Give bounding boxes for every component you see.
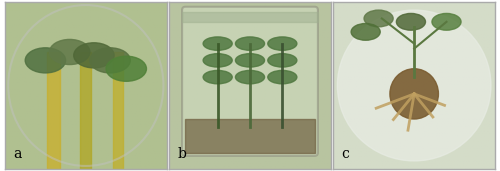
Ellipse shape xyxy=(338,10,491,161)
Bar xyxy=(114,52,123,169)
Ellipse shape xyxy=(268,54,297,67)
Ellipse shape xyxy=(351,23,380,40)
Ellipse shape xyxy=(106,56,146,81)
Ellipse shape xyxy=(236,54,264,67)
Circle shape xyxy=(390,69,438,119)
Ellipse shape xyxy=(236,70,264,84)
Text: c: c xyxy=(342,147,349,161)
Ellipse shape xyxy=(203,37,232,50)
Ellipse shape xyxy=(268,70,297,84)
Ellipse shape xyxy=(25,48,66,73)
Ellipse shape xyxy=(432,14,461,30)
FancyBboxPatch shape xyxy=(182,7,318,156)
Bar xyxy=(80,52,92,169)
Text: a: a xyxy=(13,147,22,161)
Ellipse shape xyxy=(268,37,297,50)
Ellipse shape xyxy=(74,43,114,68)
Ellipse shape xyxy=(90,48,130,73)
Ellipse shape xyxy=(203,70,232,84)
Ellipse shape xyxy=(50,40,90,65)
Text: b: b xyxy=(177,147,186,161)
Ellipse shape xyxy=(203,54,232,67)
Ellipse shape xyxy=(364,10,393,27)
Ellipse shape xyxy=(236,37,264,50)
Bar xyxy=(182,12,318,22)
Bar xyxy=(186,119,314,153)
Ellipse shape xyxy=(396,14,426,30)
Bar xyxy=(47,52,60,169)
